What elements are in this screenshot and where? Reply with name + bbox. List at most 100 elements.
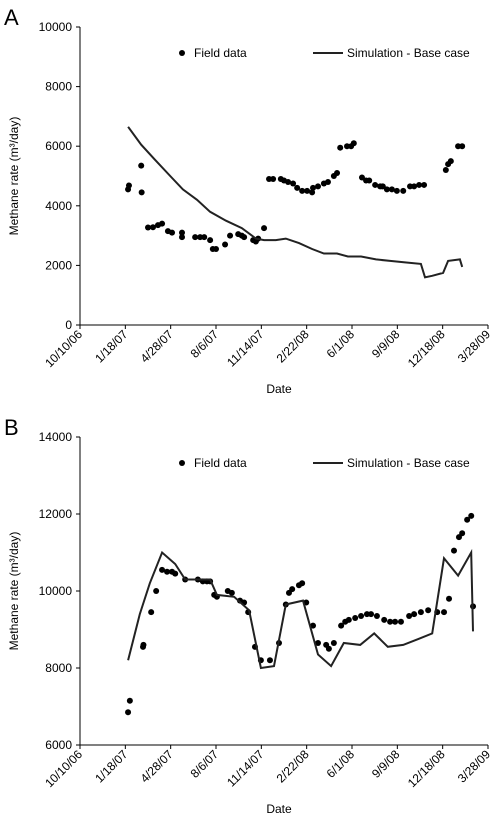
data-point xyxy=(366,177,373,184)
x-tick-label: 8/6/07 xyxy=(188,327,222,361)
y-tick-label: 12000 xyxy=(39,507,73,521)
data-point xyxy=(304,187,311,194)
simulation-line xyxy=(127,548,474,670)
data-point xyxy=(324,178,331,185)
x-tick-label: 6/1/08 xyxy=(324,747,358,781)
data-point xyxy=(290,180,297,187)
legend-label: Simulation - Base case xyxy=(347,456,470,470)
x-tick-label: 9/9/08 xyxy=(369,747,403,781)
data-point xyxy=(310,622,317,629)
data-point xyxy=(285,178,292,185)
data-point xyxy=(140,641,147,648)
panel-label: A xyxy=(4,5,19,30)
legend-label: Field data xyxy=(194,456,247,470)
x-axis-label: Date xyxy=(266,382,292,396)
data-point xyxy=(192,234,199,241)
data-point xyxy=(294,184,301,191)
data-point xyxy=(388,186,395,193)
data-point xyxy=(179,229,185,236)
data-point xyxy=(468,512,475,519)
data-point xyxy=(145,224,151,231)
data-point xyxy=(125,709,132,716)
data-point xyxy=(169,229,176,236)
data-point xyxy=(421,181,428,188)
data-point xyxy=(350,140,357,147)
data-point xyxy=(373,613,380,620)
data-point xyxy=(179,234,185,241)
data-point xyxy=(447,158,454,165)
data-point xyxy=(138,189,145,196)
data-point xyxy=(416,181,423,188)
x-axis-label: Date xyxy=(266,802,292,816)
y-tick-label: 4000 xyxy=(45,199,72,213)
y-tick-label: 6000 xyxy=(45,139,72,153)
data-point xyxy=(164,568,171,575)
x-tick-label: 2/22/08 xyxy=(274,327,312,365)
data-point xyxy=(266,657,273,664)
data-point xyxy=(387,618,394,625)
y-tick-label: 6000 xyxy=(45,738,72,752)
data-point xyxy=(358,613,365,620)
data-point xyxy=(315,183,321,190)
data-point xyxy=(289,586,296,593)
data-point xyxy=(383,186,390,193)
x-tick-label: 4/28/07 xyxy=(138,327,176,365)
legend-label: Field data xyxy=(194,46,247,60)
data-point xyxy=(228,589,235,596)
data-point xyxy=(446,595,453,602)
data-point xyxy=(411,183,418,190)
data-point xyxy=(125,182,132,189)
x-tick-label: 10/10/06 xyxy=(42,327,85,370)
x-tick-label: 12/18/08 xyxy=(405,327,448,370)
y-tick-label: 8000 xyxy=(45,80,72,94)
x-tick-label: 3/28/09 xyxy=(455,327,493,365)
legend-label: Simulation - Base case xyxy=(347,46,470,60)
data-point xyxy=(126,697,133,704)
data-point xyxy=(459,530,466,537)
data-point xyxy=(201,234,208,241)
data-point xyxy=(411,611,418,618)
data-point xyxy=(330,639,337,646)
data-point xyxy=(315,639,321,646)
y-tick-label: 14000 xyxy=(39,430,73,444)
data-point xyxy=(425,607,432,614)
x-tick-label: 6/1/08 xyxy=(324,327,358,361)
data-point xyxy=(442,167,449,174)
x-tick-label: 10/10/06 xyxy=(42,747,85,790)
y-tick-label: 2000 xyxy=(45,258,72,272)
data-point xyxy=(334,170,341,177)
data-point xyxy=(310,184,317,191)
y-tick-label: 10000 xyxy=(39,20,73,34)
y-tick-label: 0 xyxy=(65,318,72,332)
data-point xyxy=(270,175,277,182)
x-tick-label: 4/28/07 xyxy=(138,747,176,785)
data-point xyxy=(325,645,332,652)
x-tick-label: 11/14/07 xyxy=(224,327,267,370)
data-point xyxy=(381,616,388,623)
data-point xyxy=(227,232,234,239)
data-point xyxy=(368,611,375,618)
x-tick-label: 12/18/08 xyxy=(405,747,448,790)
data-point xyxy=(159,566,166,573)
data-point xyxy=(417,609,424,616)
x-tick-label: 9/9/08 xyxy=(369,327,403,361)
data-point xyxy=(138,162,145,169)
data-point xyxy=(159,220,166,227)
data-point xyxy=(299,187,306,194)
data-point xyxy=(392,618,399,625)
data-point xyxy=(172,570,179,577)
data-point xyxy=(261,225,268,232)
data-point xyxy=(459,143,466,150)
data-point xyxy=(222,241,229,248)
data-point xyxy=(406,613,413,620)
data-point xyxy=(213,246,219,253)
data-point xyxy=(337,144,344,151)
data-point xyxy=(148,609,155,616)
data-point xyxy=(372,181,379,188)
y-axis-label: Methane rate (m³/day) xyxy=(7,117,21,236)
data-point xyxy=(464,516,471,523)
data-point xyxy=(153,588,160,594)
panel-label: B xyxy=(4,415,19,440)
